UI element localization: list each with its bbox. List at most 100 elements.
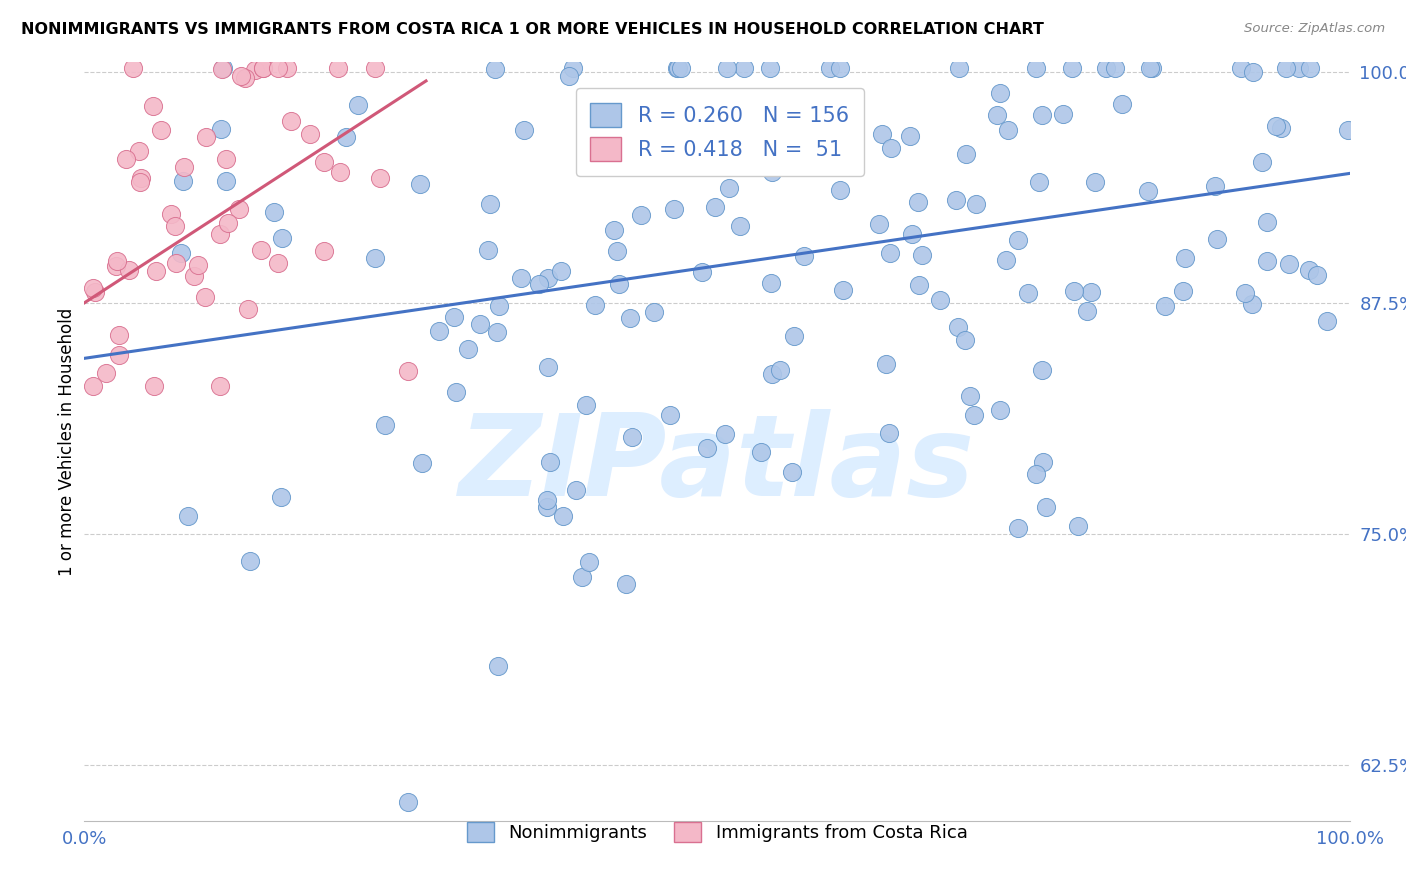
Point <box>879 245 901 260</box>
Point <box>761 276 783 290</box>
Point <box>1031 363 1053 377</box>
Point <box>1007 520 1029 534</box>
Point <box>1305 268 1327 283</box>
Point <box>1035 500 1057 515</box>
Point <box>959 389 981 403</box>
Point <box>782 145 804 159</box>
Point <box>733 61 755 75</box>
Point <box>997 122 1019 136</box>
Point <box>1171 284 1194 298</box>
Point <box>280 113 302 128</box>
Point <box>793 249 815 263</box>
Point <box>575 398 598 412</box>
Point <box>832 283 855 297</box>
Point <box>214 174 236 188</box>
Point <box>963 408 986 422</box>
Point <box>1076 304 1098 318</box>
Point <box>177 508 200 523</box>
Point <box>1031 455 1053 469</box>
Point <box>328 61 350 75</box>
Point <box>486 658 509 673</box>
Point <box>783 328 806 343</box>
Point <box>621 124 644 138</box>
Point <box>165 256 187 270</box>
Point <box>142 99 165 113</box>
Point <box>252 61 274 75</box>
Point <box>374 418 396 433</box>
Point <box>643 305 665 319</box>
Point <box>1063 284 1085 298</box>
Point <box>696 441 718 455</box>
Point <box>621 430 644 444</box>
Point <box>107 348 129 362</box>
Point <box>477 243 499 257</box>
Point <box>761 165 783 179</box>
Point <box>538 454 561 468</box>
Point <box>1174 251 1197 265</box>
Point <box>1274 61 1296 75</box>
Point <box>173 160 195 174</box>
Point <box>1007 233 1029 247</box>
Point <box>115 152 138 166</box>
Point <box>769 363 792 377</box>
Point <box>1316 314 1339 328</box>
Point <box>901 227 924 241</box>
Point <box>368 171 391 186</box>
Point <box>252 61 274 75</box>
Point <box>1298 263 1320 277</box>
Point <box>364 61 387 75</box>
Point <box>669 61 692 75</box>
Point <box>1084 175 1107 189</box>
Point <box>630 208 652 222</box>
Point <box>427 324 450 338</box>
Point <box>150 123 173 137</box>
Point <box>128 176 150 190</box>
Point <box>163 219 186 233</box>
Point <box>183 268 205 283</box>
Point <box>759 61 782 75</box>
Point <box>468 317 491 331</box>
Point <box>1337 122 1360 136</box>
Point <box>1095 61 1118 75</box>
Point <box>194 290 217 304</box>
Point <box>716 61 738 75</box>
Point <box>571 570 593 584</box>
Point <box>209 122 232 136</box>
Text: ZIPatlas: ZIPatlas <box>458 409 976 520</box>
Point <box>704 200 727 214</box>
Point <box>172 174 194 188</box>
Point <box>211 61 233 75</box>
Point <box>620 126 643 140</box>
Point <box>553 509 575 524</box>
Point <box>446 385 468 400</box>
Point <box>267 61 290 75</box>
Point <box>170 245 193 260</box>
Point <box>270 231 292 245</box>
Point <box>875 357 897 371</box>
Point <box>1031 108 1053 122</box>
Point <box>121 61 143 75</box>
Point <box>1256 215 1278 229</box>
Point <box>211 62 233 77</box>
Point <box>1299 61 1322 75</box>
Point <box>231 69 253 83</box>
Point <box>94 366 117 380</box>
Point <box>187 258 209 272</box>
Point <box>908 277 931 292</box>
Point <box>194 130 217 145</box>
Point <box>335 129 357 144</box>
Point <box>1206 231 1229 245</box>
Point <box>160 207 183 221</box>
Point <box>583 298 606 312</box>
Point <box>1251 155 1274 169</box>
Point <box>1025 467 1047 481</box>
Point <box>988 86 1011 100</box>
Point <box>1111 96 1133 111</box>
Point <box>550 264 572 278</box>
Point <box>728 219 751 233</box>
Point <box>946 319 969 334</box>
Point <box>129 170 152 185</box>
Point <box>1230 61 1253 75</box>
Point <box>329 165 352 179</box>
Point <box>457 342 479 356</box>
